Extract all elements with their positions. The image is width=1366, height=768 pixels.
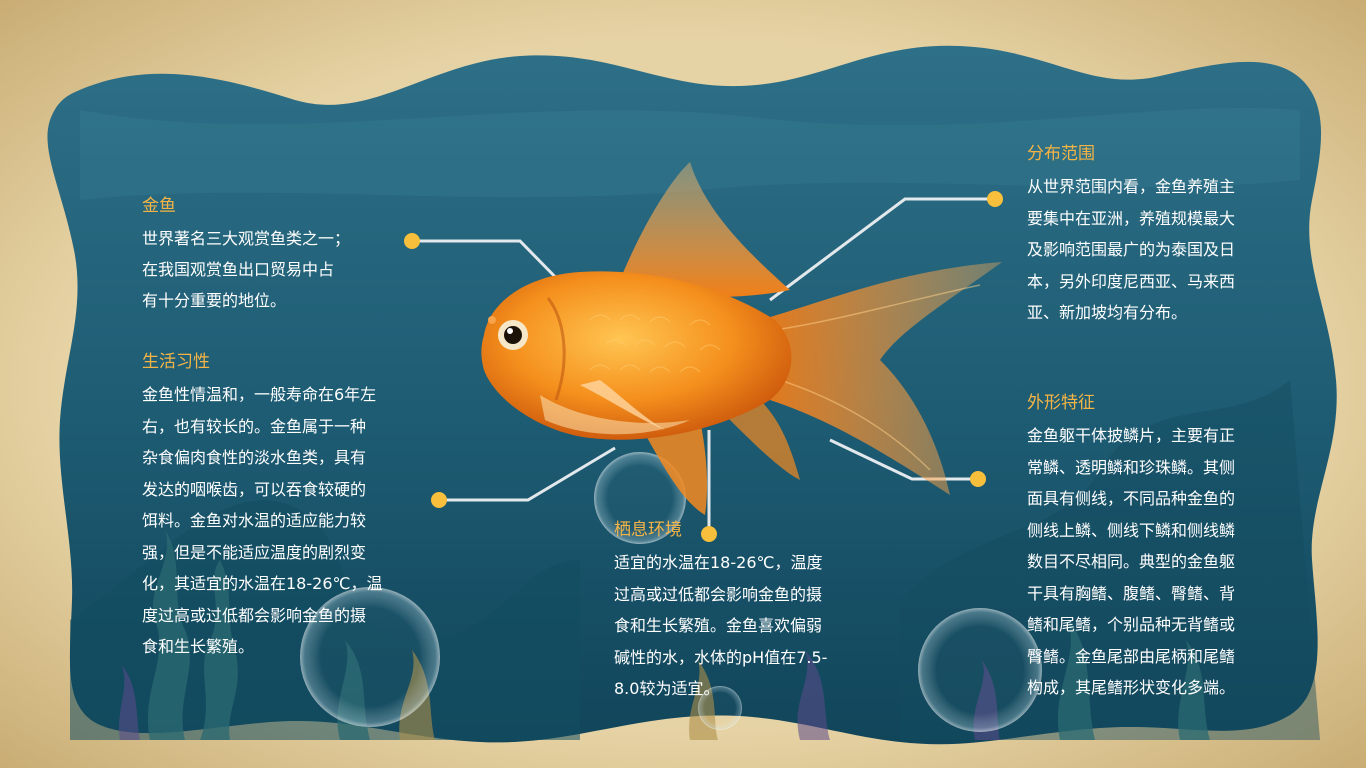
section-title-living-habits: 生活习性: [142, 352, 210, 372]
connector-dots: [404, 191, 1003, 542]
section-line: 要集中在亚洲，养殖规模最大: [1027, 208, 1236, 228]
section-line: 构成，其尾鳍形状变化多端。: [1027, 678, 1236, 697]
section-line: 过高或过低都会影响金鱼的摄: [614, 584, 823, 604]
section-line: 食和生长繁殖。金鱼喜欢偏弱: [614, 616, 823, 635]
section-line: 世界著名三大观赏鱼类之一；: [142, 229, 351, 248]
section-line: 适宜的水温在18-26℃，温度: [614, 553, 823, 572]
goldfish-illustration: [481, 162, 1002, 515]
section-line: 亚、新加坡均有分布。: [1027, 303, 1188, 322]
section-line: 化，其适宜的水温在18-26℃，温: [142, 574, 383, 593]
section-jinyu: 金鱼 世界著名三大观赏鱼类之一； 在我国观赏鱼出口贸易中占 有十分重要的地位。: [142, 195, 417, 316]
section-line: 金鱼性情温和，一般寿命在6年左: [142, 385, 377, 404]
section-line: 本，另外印度尼西亚、马来西: [1027, 271, 1236, 291]
section-distribution: 分布范围 从世界范围内看，金鱼养殖主 要集中在亚洲，养殖规模最大 及影响范围最广…: [1027, 143, 1267, 329]
section-line: 侧线上鳞、侧线下鳞和侧线鳞: [1027, 520, 1236, 540]
section-habitat: 栖息环境 适宜的水温在18-26℃，温度 过高或过低都会影响金鱼的摄 食和生长繁…: [614, 519, 854, 705]
section-line: 干具有胸鳍、腹鳍、臀鳍、背: [1027, 583, 1236, 603]
section-line: 食和生长繁殖。: [142, 637, 255, 656]
section-line: 右，也有较长的。金鱼属于一种: [142, 416, 367, 436]
section-line: 发达的咽喉齿，可以吞食较硬的: [142, 479, 367, 499]
bubble-icon: [300, 452, 1042, 732]
section-line: 及影响范围最广的为泰国及日: [1027, 240, 1236, 259]
section-title-habitat: 栖息环境: [614, 520, 682, 540]
section-line: 金鱼躯干体披鳞片，主要有正: [1027, 426, 1236, 445]
section-line: 常鳞、透明鳞和珍珠鳞。其侧: [1027, 457, 1236, 477]
connector-lines: [412, 197, 995, 534]
section-line: 从世界范围内看，金鱼养殖主: [1027, 177, 1236, 196]
section-line: 杂食偏肉食性的淡水鱼类，具有: [142, 448, 367, 467]
section-line: 鳍和尾鳍，个别品种无背鳍或: [1027, 615, 1236, 634]
section-appearance: 外形特征 金鱼躯干体披鳞片，主要有正 常鳞、透明鳞和珍珠鳞。其侧 面具有侧线，不…: [1027, 392, 1267, 704]
section-line: 在我国观赏鱼出口贸易中占: [142, 260, 335, 279]
section-line: 饵料。金鱼对水温的适应能力较: [142, 511, 367, 530]
section-title-distribution: 分布范围: [1027, 144, 1095, 164]
section-living-habits: 生活习性 金鱼性情温和，一般寿命在6年左 右，也有较长的。金鱼属于一种 杂食偏肉…: [142, 351, 412, 663]
section-line: 臀鳍。金鱼尾部由尾柄和尾鳍: [1027, 646, 1236, 666]
section-title-appearance: 外形特征: [1027, 393, 1095, 413]
section-line: 面具有侧线，不同品种金鱼的: [1027, 489, 1236, 508]
section-line: 数目不尽相同。典型的金鱼躯: [1027, 552, 1236, 571]
section-line: 8.0较为适宜。: [614, 679, 720, 698]
section-title-jinyu: 金鱼: [142, 196, 176, 216]
section-line: 强，但是不能适应温度的剧烈变: [142, 542, 367, 562]
section-line: 度过高或过低都会影响金鱼的摄: [142, 605, 367, 625]
section-line: 碱性的水，水体的pH值在7.5-: [614, 647, 828, 667]
section-line: 有十分重要的地位。: [142, 291, 287, 310]
